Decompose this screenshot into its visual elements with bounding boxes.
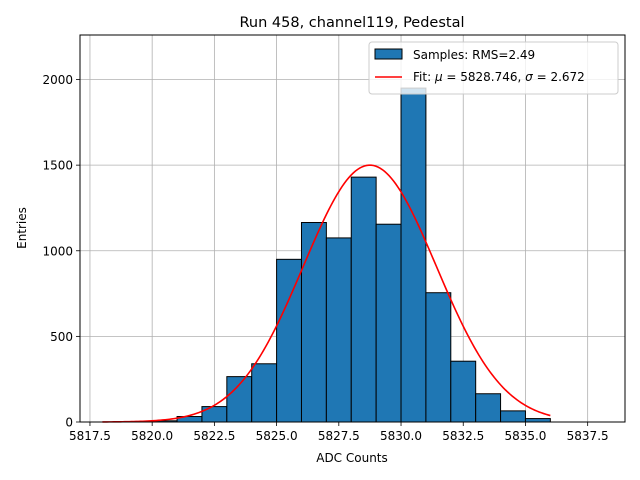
y-axis-ticks: 0 500 1000 1500 2000 [42, 73, 80, 430]
legend-sigma-value: = 2.672 [533, 70, 585, 84]
histogram-bar [450, 360, 477, 423]
x-tick-label: 5827.5 [318, 429, 360, 443]
gaussian-fit-curve [102, 164, 551, 423]
x-tick-label: 5825.0 [256, 429, 298, 443]
histogram-bar [201, 406, 228, 423]
histogram-bar [375, 223, 402, 423]
x-axis-label: ADC Counts [316, 451, 388, 465]
histogram-bar [400, 87, 427, 423]
histogram-bar [524, 418, 551, 423]
x-tick-label: 5835.0 [504, 429, 546, 443]
histogram-bar [350, 176, 377, 423]
x-axis-ticks: 5817.5 5820.0 5822.5 5825.0 5827.5 5830.0 5832… [69, 422, 609, 443]
axes-frame [79, 34, 626, 423]
histogram-bar [425, 292, 452, 423]
histogram-bar [500, 410, 526, 423]
x-tick-label: 5830.0 [380, 429, 422, 443]
legend-mu-value: = 5828.746, [443, 70, 526, 84]
legend-box [368, 41, 619, 95]
x-tick-label: 5817.5 [69, 429, 111, 443]
legend-mu-symbol: μ [434, 70, 443, 84]
y-tick-label: 0 [65, 416, 73, 430]
x-tick-label: 5837.5 [567, 429, 609, 443]
legend-sigma-symbol: σ [525, 70, 533, 84]
histogram-bar [276, 258, 302, 423]
x-tick-label: 5832.5 [442, 429, 484, 443]
legend-fit-prefix: Fit: [413, 70, 435, 84]
legend-samples-swatch [374, 48, 403, 60]
y-axis-label: Entries [15, 207, 29, 249]
x-tick-label: 5820.0 [131, 429, 173, 443]
chart-title: Run 458, channel119, Pedestal [239, 15, 464, 31]
histogram-bar [300, 222, 327, 423]
fit-curve-layer [102, 164, 551, 423]
legend-samples-label: Samples: RMS=2.49 [413, 48, 535, 62]
y-tick-label: 2000 [42, 73, 73, 87]
legend-fit-label: Fit: μ = 5828.746, σ = 2.672 [413, 70, 585, 84]
y-tick-label: 1000 [42, 244, 73, 258]
histogram-bar [325, 237, 352, 423]
y-tick-label: 1500 [42, 159, 73, 173]
histogram-bar [251, 363, 278, 423]
legend: Samples: RMS=2.49 Fit: μ = 5828.746, σ =… [368, 41, 619, 95]
y-tick-label: 500 [50, 330, 73, 344]
histogram-bar [475, 393, 502, 423]
x-tick-label: 5822.5 [193, 429, 235, 443]
